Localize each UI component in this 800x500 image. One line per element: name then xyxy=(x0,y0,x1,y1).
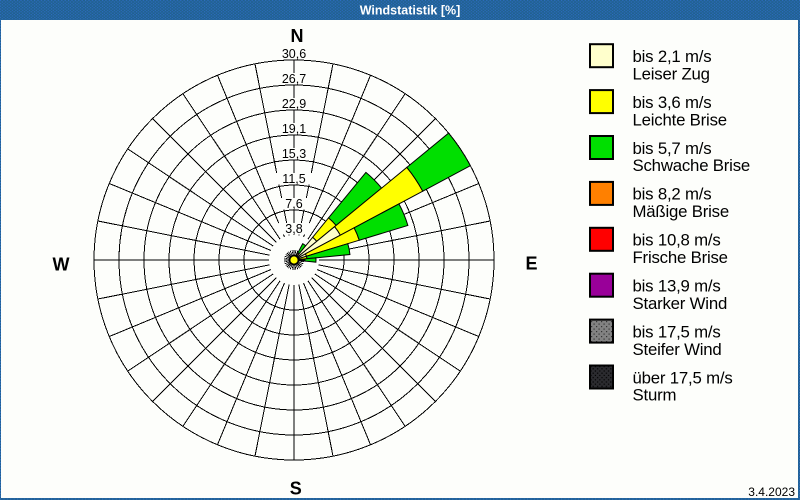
svg-text:bis 10,8 m/s: bis 10,8 m/s xyxy=(633,231,721,250)
svg-text:7,6: 7,6 xyxy=(285,197,302,211)
svg-text:W: W xyxy=(53,255,70,275)
svg-text:22,9: 22,9 xyxy=(282,97,306,111)
svg-text:Starker Wind: Starker Wind xyxy=(633,294,728,313)
svg-text:bis 13,9 m/s: bis 13,9 m/s xyxy=(633,277,721,296)
svg-text:15,3: 15,3 xyxy=(282,147,306,161)
svg-text:30,6: 30,6 xyxy=(282,47,306,61)
svg-text:26,7: 26,7 xyxy=(282,72,306,86)
svg-text:Steifer Wind: Steifer Wind xyxy=(633,340,722,359)
svg-text:bis 3,6 m/s: bis 3,6 m/s xyxy=(633,93,712,112)
svg-text:Windstatistik [%]: Windstatistik [%] xyxy=(360,4,461,18)
svg-text:Leichte Brise: Leichte Brise xyxy=(633,110,727,129)
svg-text:bis 17,5 m/s: bis 17,5 m/s xyxy=(633,322,721,341)
svg-text:Schwache Brise: Schwache Brise xyxy=(633,156,751,175)
svg-text:E: E xyxy=(525,254,537,274)
svg-text:3.4.2023: 3.4.2023 xyxy=(748,485,795,499)
svg-text:bis 5,7 m/s: bis 5,7 m/s xyxy=(633,139,712,158)
svg-text:N: N xyxy=(291,26,304,46)
svg-text:S: S xyxy=(290,478,302,498)
svg-text:bis 2,1 m/s: bis 2,1 m/s xyxy=(633,47,712,66)
svg-text:11,5: 11,5 xyxy=(282,172,305,186)
svg-text:bis 8,2 m/s: bis 8,2 m/s xyxy=(633,185,712,204)
svg-text:Sturm: Sturm xyxy=(633,386,677,405)
svg-text:Leiser Zug: Leiser Zug xyxy=(633,64,710,83)
svg-text:3,8: 3,8 xyxy=(285,222,302,236)
svg-text:Frische Brise: Frische Brise xyxy=(633,248,728,267)
svg-text:19,1: 19,1 xyxy=(282,122,306,136)
svg-text:Mäßige Brise: Mäßige Brise xyxy=(633,202,729,221)
svg-text:über 17,5 m/s: über 17,5 m/s xyxy=(633,368,733,387)
